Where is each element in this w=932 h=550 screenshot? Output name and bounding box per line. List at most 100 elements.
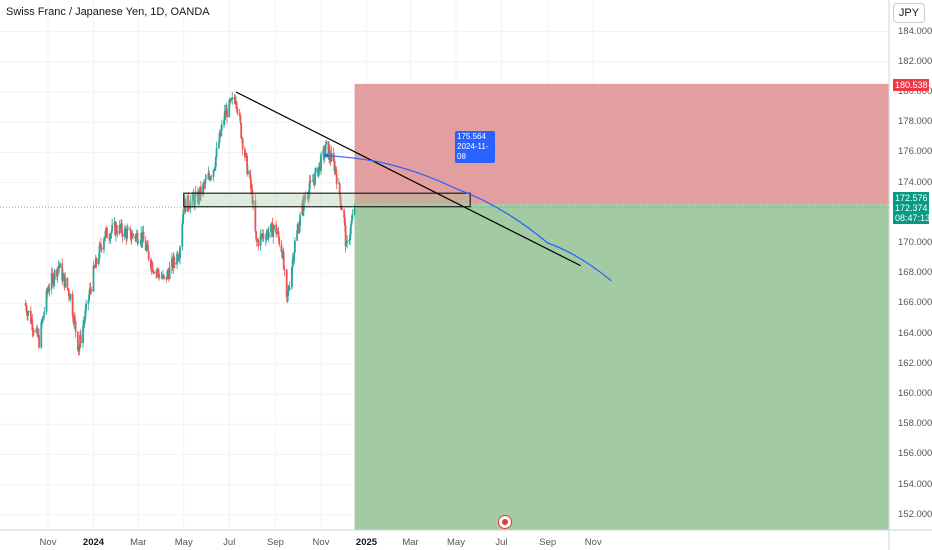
candle-body bbox=[82, 326, 84, 344]
candle-body bbox=[314, 172, 316, 185]
candle-body bbox=[240, 123, 243, 138]
time-axis-label: Nov bbox=[39, 537, 57, 548]
time-axis-label: 2024 bbox=[82, 537, 105, 548]
candle-body bbox=[98, 245, 101, 259]
candle-body bbox=[293, 252, 296, 262]
candle-body bbox=[210, 176, 213, 178]
price-axis-label: 178.000 bbox=[898, 116, 932, 128]
candle-body bbox=[255, 231, 258, 240]
time-axis-label: May bbox=[447, 537, 465, 548]
candle-body bbox=[298, 225, 301, 233]
price-axis-label: 168.000 bbox=[898, 267, 932, 279]
candle-body bbox=[314, 168, 317, 173]
candle-body bbox=[340, 204, 343, 207]
tooltip-date: 2024-11-08 bbox=[457, 142, 489, 161]
candle-body bbox=[47, 289, 49, 293]
candle-body bbox=[320, 154, 322, 171]
candle-body bbox=[213, 168, 216, 170]
candle-body bbox=[249, 170, 252, 179]
candle-body bbox=[31, 320, 34, 331]
position-zones bbox=[0, 83, 890, 530]
candle-body bbox=[67, 290, 70, 297]
symbol-title[interactable]: Swiss Franc / Japanese Yen, 1D, OANDA bbox=[6, 6, 210, 18]
price-axis-label: 154.000 bbox=[898, 478, 932, 490]
candle-body bbox=[64, 277, 67, 288]
time-axis-label: Nov bbox=[584, 537, 602, 548]
candle-body bbox=[229, 98, 232, 102]
candle-body bbox=[184, 199, 187, 212]
candle-body bbox=[53, 279, 55, 285]
candle-body bbox=[90, 289, 93, 292]
candle-body bbox=[327, 141, 330, 159]
candle-body bbox=[73, 316, 76, 322]
candle-body bbox=[288, 289, 290, 290]
candle-body bbox=[82, 322, 85, 327]
candle-body bbox=[137, 242, 140, 244]
candle-body bbox=[144, 240, 147, 251]
candle-body bbox=[106, 228, 108, 238]
candle-body bbox=[304, 197, 307, 199]
candle-body bbox=[118, 225, 121, 234]
candle-body bbox=[123, 228, 126, 237]
candle-body bbox=[50, 273, 53, 289]
candle-body bbox=[286, 295, 289, 298]
stop-loss-zone bbox=[354, 83, 890, 205]
candle-body bbox=[239, 115, 242, 124]
time-axis-label: May bbox=[174, 537, 193, 548]
candle-body bbox=[330, 152, 333, 162]
candle-body bbox=[212, 169, 215, 177]
candle-body bbox=[92, 265, 95, 292]
candle-body bbox=[36, 327, 39, 337]
candle-body bbox=[132, 233, 134, 237]
candle-body bbox=[67, 288, 70, 291]
candle-body bbox=[280, 244, 283, 252]
candle-body bbox=[349, 224, 352, 235]
candle-body bbox=[41, 316, 44, 322]
candle-body bbox=[293, 240, 296, 253]
currency-button[interactable]: JPY bbox=[893, 3, 925, 23]
stop-price-tag: 180.538 bbox=[893, 79, 929, 91]
candle-body bbox=[344, 225, 347, 247]
price-axis-label: 166.000 bbox=[898, 297, 932, 309]
candle-body bbox=[291, 267, 293, 288]
candle-body bbox=[218, 133, 221, 143]
candle-body bbox=[282, 252, 285, 269]
candle-body bbox=[151, 263, 154, 272]
candle-body bbox=[349, 234, 351, 241]
scroll-to-realtime-icon[interactable] bbox=[498, 515, 512, 529]
candle-body bbox=[26, 312, 29, 316]
candle-body bbox=[252, 200, 255, 204]
time-axis-label: Jul bbox=[223, 537, 236, 548]
candle-body bbox=[255, 239, 258, 241]
candle-body bbox=[228, 100, 231, 118]
candle-body bbox=[153, 271, 155, 274]
candle-body bbox=[130, 237, 133, 240]
candle-body bbox=[244, 149, 246, 157]
last-price-tag: 172.374 08:47:13 bbox=[893, 202, 930, 224]
candle-body bbox=[56, 268, 59, 277]
candle-body bbox=[52, 274, 55, 285]
candle-body bbox=[69, 293, 72, 300]
candle-body bbox=[136, 233, 139, 243]
candle-body bbox=[317, 167, 320, 176]
candle-body bbox=[78, 345, 81, 352]
price-axis-label: 158.000 bbox=[898, 418, 932, 430]
candle-body bbox=[145, 247, 148, 251]
candle-body bbox=[272, 229, 275, 237]
candle-body bbox=[332, 152, 335, 161]
trendline bbox=[235, 91, 581, 267]
candle-body bbox=[129, 229, 132, 240]
candle-body bbox=[291, 259, 294, 268]
candle-body bbox=[88, 295, 90, 301]
candle-body bbox=[173, 256, 175, 263]
candle-body bbox=[296, 230, 299, 241]
candle-body bbox=[288, 287, 291, 290]
candle-body bbox=[343, 210, 346, 218]
candle-body bbox=[226, 109, 228, 118]
candle-body bbox=[340, 206, 343, 211]
time-axis-label: Mar bbox=[402, 537, 419, 548]
last-price-value: 172.374 bbox=[895, 203, 928, 213]
